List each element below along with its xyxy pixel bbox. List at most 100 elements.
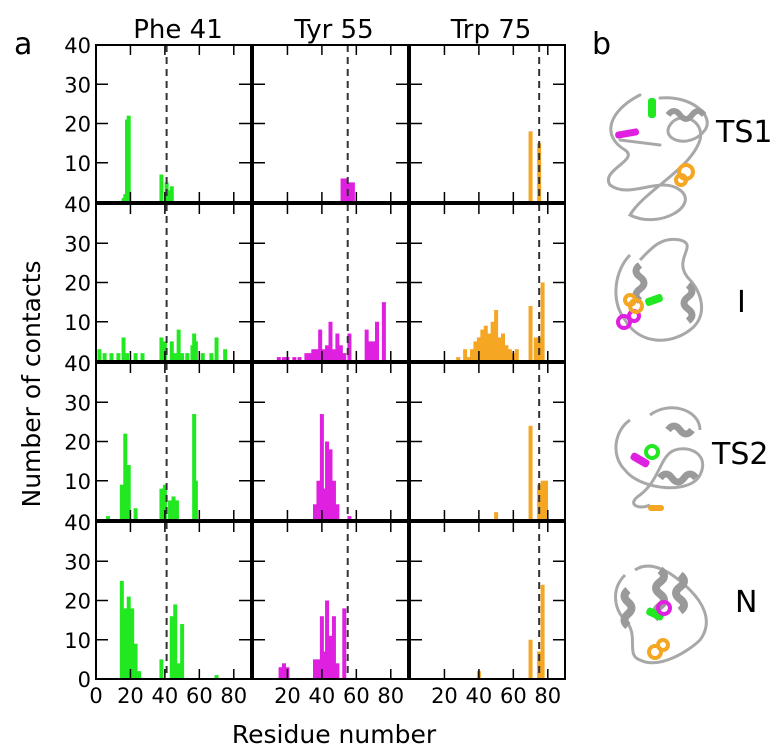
bar [159, 659, 164, 679]
bar [119, 484, 124, 520]
panel-i-tyr55 [252, 203, 409, 362]
bar [325, 600, 330, 679]
bar [126, 465, 131, 520]
x-tick-label: 40 [309, 684, 336, 708]
bar [173, 604, 178, 679]
bar [313, 659, 317, 679]
bar [528, 306, 533, 361]
panel-label-a: a [14, 27, 32, 62]
bar [159, 488, 164, 520]
structures-panel: TS1 I TS2 [606, 93, 772, 665]
bar [544, 480, 549, 520]
bar [331, 616, 336, 679]
bar [133, 643, 138, 679]
bar [507, 349, 512, 361]
y-tick-label: 0 [78, 668, 91, 692]
bar [137, 671, 142, 679]
structure-label-ts1: TS1 [715, 115, 772, 150]
bar [319, 414, 324, 520]
bar [97, 349, 102, 361]
bar [537, 143, 542, 202]
bar [292, 357, 297, 361]
panel-ts1-tyr55 [252, 44, 409, 203]
bar [497, 337, 502, 361]
panel-frame [252, 44, 409, 203]
structure-label-n: N [735, 585, 757, 620]
y-tick-label: 30 [64, 232, 91, 256]
x-tick-label: 60 [343, 684, 370, 708]
structure-label-ts2: TS2 [711, 437, 768, 472]
bar [304, 353, 309, 361]
bar [342, 353, 347, 361]
bar [470, 349, 474, 361]
bar [116, 353, 121, 361]
tyr55-sidechain-ts1 [615, 128, 640, 139]
bar [540, 480, 545, 520]
bar [119, 580, 124, 679]
x-axis-title: Residue number [232, 720, 437, 749]
bar [344, 178, 348, 202]
x-tick-label: 40 [466, 684, 493, 708]
y-tick-label: 20 [64, 431, 91, 455]
panel-ts2-trp75 [409, 362, 566, 521]
bar [159, 174, 164, 202]
helix-ts2-1 [665, 422, 695, 438]
panel-frame [252, 362, 409, 521]
bar [180, 353, 185, 361]
protein-ribbon-ts2 [614, 406, 704, 509]
bar [528, 131, 533, 202]
bar [321, 349, 326, 361]
bar [480, 329, 485, 361]
bar [381, 302, 386, 361]
bar [347, 516, 352, 520]
x-tick-label: 80 [377, 684, 404, 708]
bar [321, 651, 326, 679]
tyr55-sidechain-ts2 [630, 452, 650, 468]
bar [331, 349, 336, 361]
bar [176, 663, 181, 679]
panel-frame [409, 521, 566, 680]
bar [316, 480, 321, 520]
bar [125, 353, 129, 361]
tyr55-sidechain-i [616, 314, 632, 330]
column-title-tyr55: Tyr 55 [293, 15, 373, 45]
bar [162, 484, 167, 520]
bar [173, 353, 178, 361]
y-tick-label: 40 [64, 193, 91, 217]
phe41-sidechain-ts2 [644, 444, 660, 460]
y-tick-label: 30 [64, 391, 91, 415]
structure-ts2: TS2 [614, 406, 768, 511]
helix-n-3 [620, 586, 636, 630]
panel-frame [95, 362, 252, 521]
bar [311, 349, 316, 361]
bar [193, 341, 198, 361]
panel-frame [95, 44, 252, 203]
bar [297, 357, 302, 361]
bar [473, 341, 478, 361]
y-tick-label: 40 [64, 34, 91, 58]
bar [102, 353, 107, 361]
bar [123, 608, 128, 679]
bar [278, 667, 283, 679]
x-tick-label: 0 [89, 684, 102, 708]
bar [375, 321, 379, 361]
y-tick-label: 10 [64, 470, 91, 494]
bar [331, 480, 336, 520]
bar [483, 325, 488, 361]
structure-n: N [614, 564, 757, 665]
histogram-grid: 10 20 30 40 10 20 30 40 10 20 30 40 0 10 20 30 40 0 20 40 60… [64, 34, 566, 708]
bar [528, 425, 533, 520]
bar [214, 337, 219, 361]
bar [487, 333, 492, 361]
y-tick-label: 10 [64, 629, 91, 653]
panel-i-phe41 [95, 203, 252, 362]
helix-i-1 [632, 262, 648, 304]
y-tick-label: 10 [64, 152, 91, 176]
tyr55-sidechain-n [656, 600, 672, 616]
panel-n-tyr55 [252, 521, 409, 680]
panel-frame [409, 44, 566, 203]
bar [282, 663, 286, 679]
x-tick-label: 60 [186, 684, 213, 708]
bar [185, 353, 190, 361]
bar [342, 608, 347, 679]
